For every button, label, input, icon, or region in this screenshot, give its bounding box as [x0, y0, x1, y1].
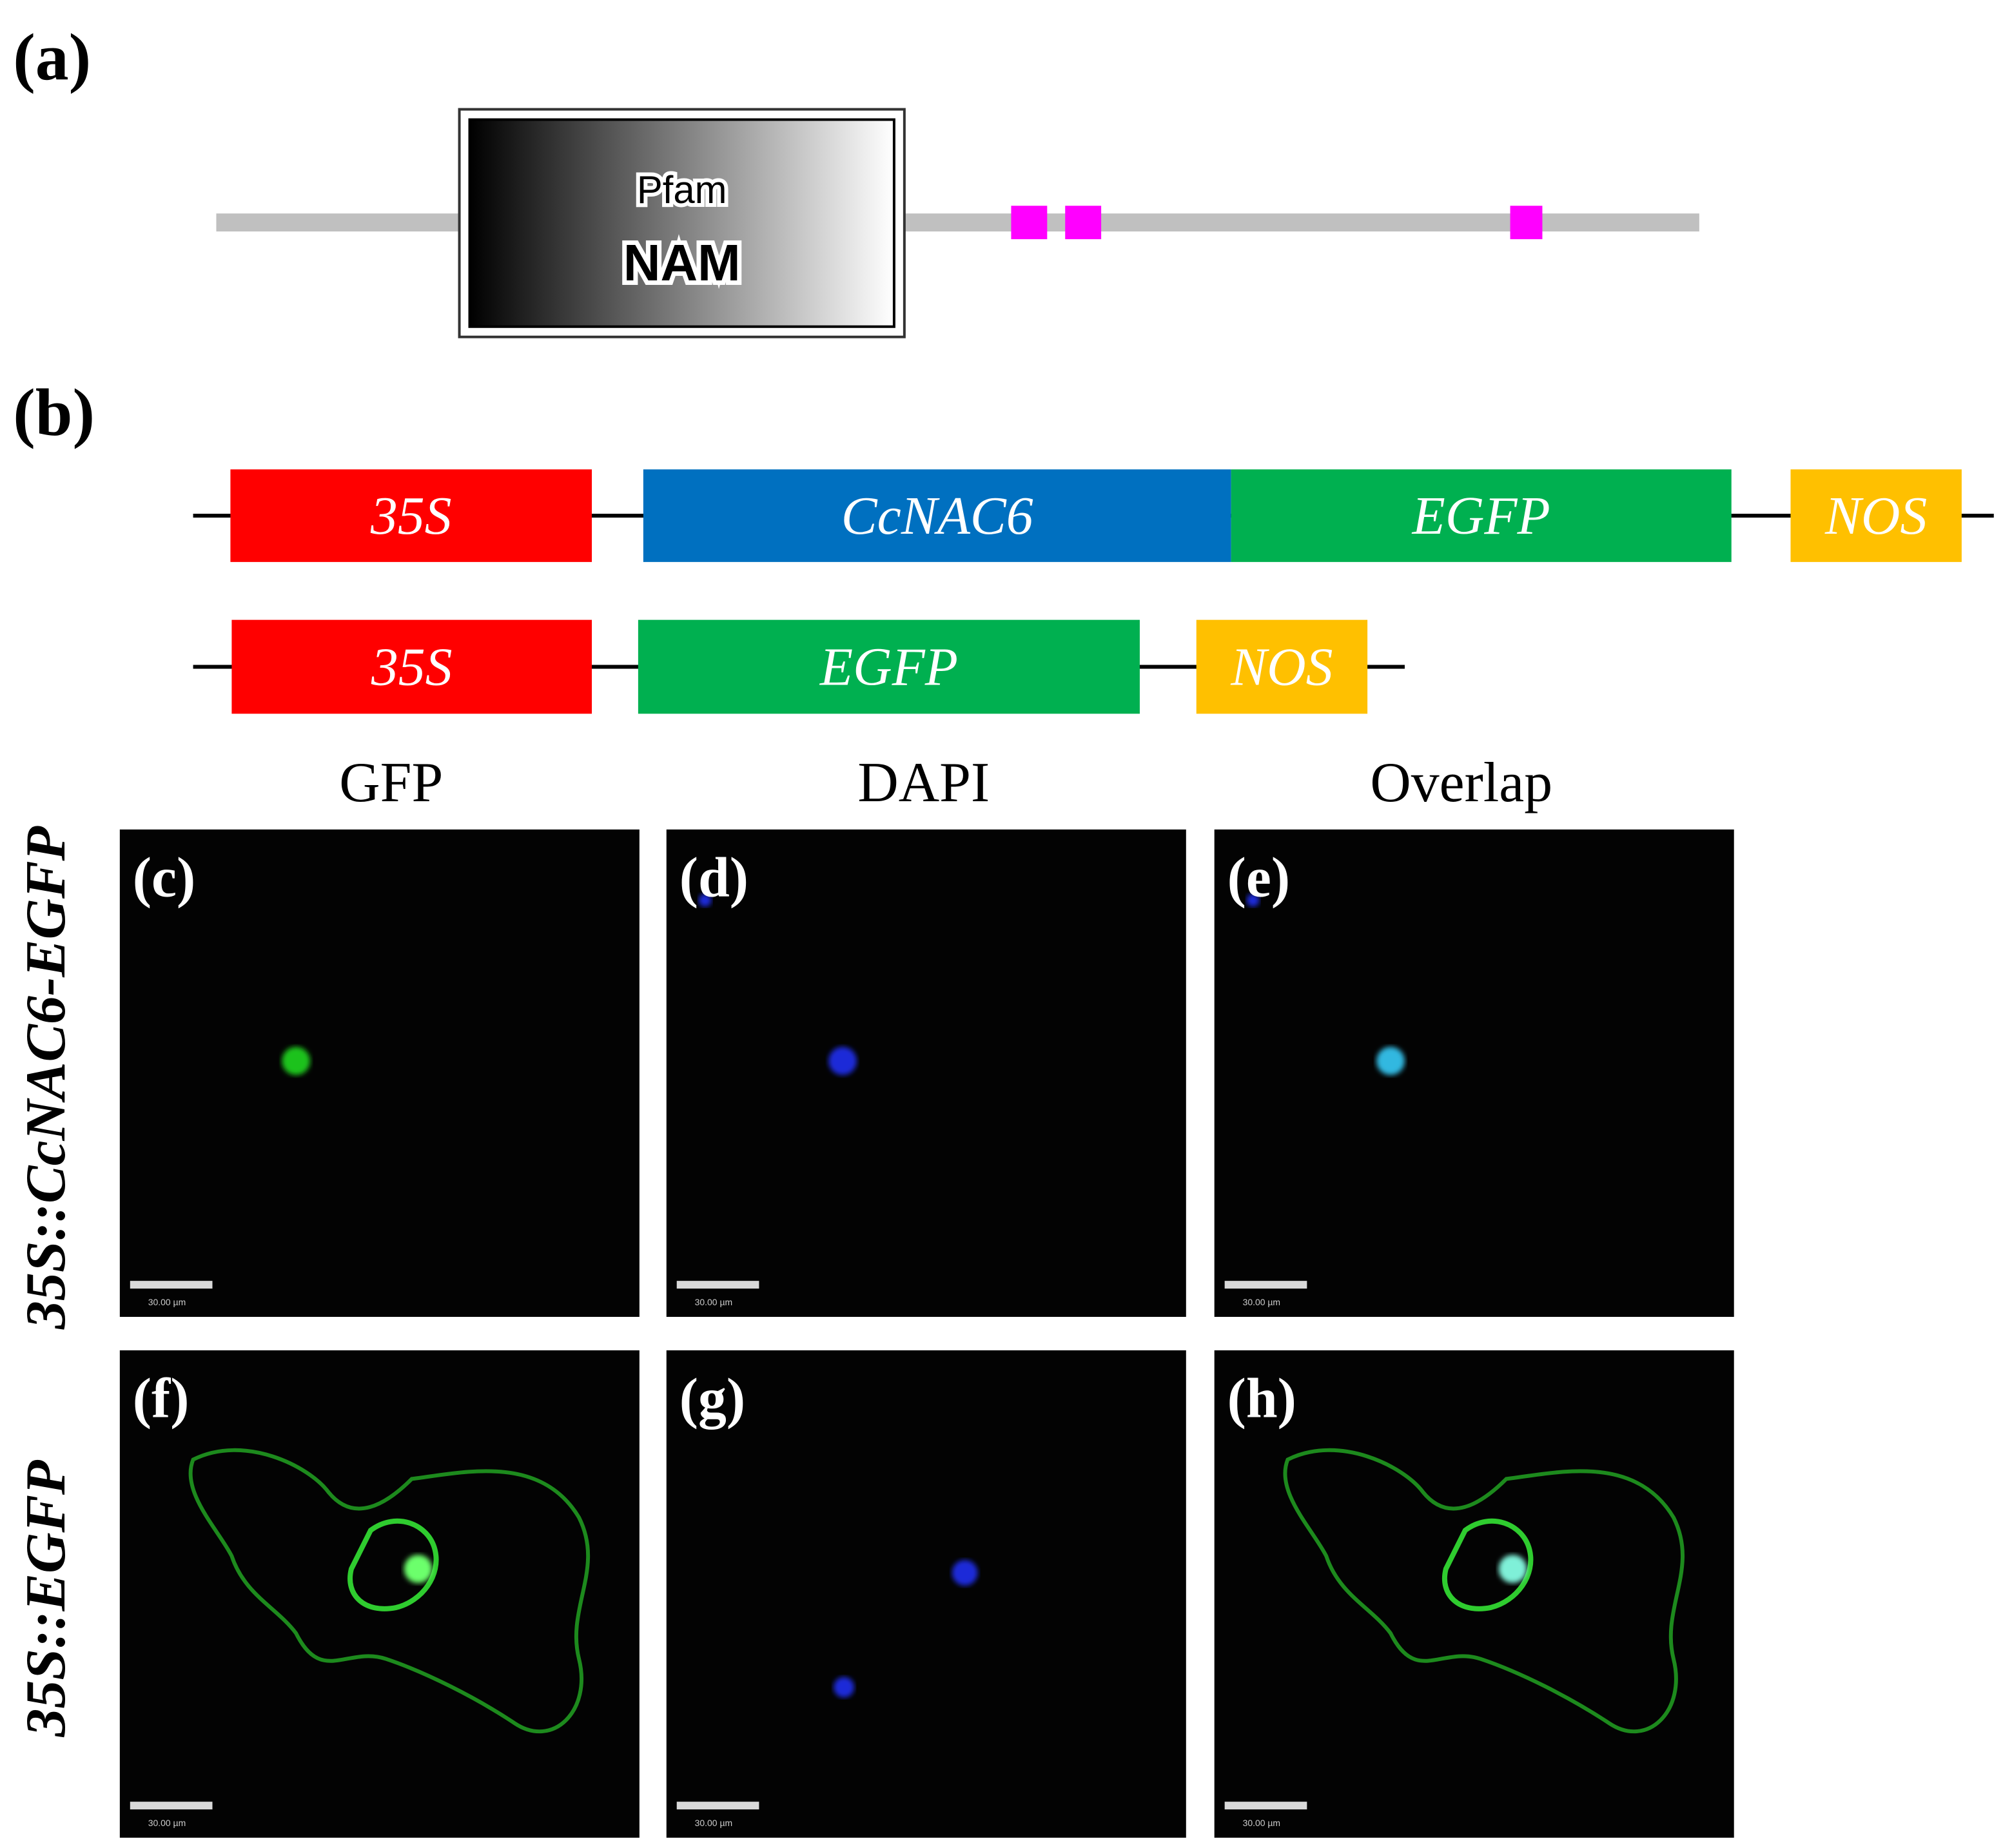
- motif: [1011, 206, 1048, 240]
- motif: [1510, 206, 1543, 240]
- domain-box: [468, 118, 895, 328]
- scale-bar: [130, 1802, 213, 1810]
- construct-segment: [638, 619, 1140, 714]
- domain-db: Pfam: [637, 168, 727, 211]
- construct-segment: [643, 469, 1231, 562]
- panel-label: (g): [679, 1367, 745, 1430]
- domain-name: NAM: [623, 234, 741, 291]
- scale-bar-label: 30.00 µm: [1243, 1297, 1280, 1307]
- micrograph: [666, 1350, 1186, 1838]
- row-label: 35S::CcNAC6-EGFP: [14, 825, 77, 1330]
- construct-segment: [1196, 619, 1368, 714]
- protein-backbone: [216, 213, 1699, 232]
- panel-label: (a): [13, 21, 91, 95]
- panel-label: (h): [1227, 1367, 1296, 1430]
- scale-bar: [1224, 1281, 1307, 1289]
- segment-label: 35S: [370, 486, 452, 546]
- scale-bar-label: 30.00 µm: [148, 1297, 186, 1307]
- micrograph: [666, 829, 1186, 1318]
- micrograph: [119, 829, 640, 1318]
- cell-outline: [188, 1448, 591, 1733]
- column-header: GFP: [339, 751, 443, 813]
- scale-bar-label: 30.00 µm: [148, 1818, 186, 1828]
- scale-bar-label: 30.00 µm: [695, 1297, 732, 1307]
- scale-bar-label: 30.00 µm: [1243, 1818, 1280, 1828]
- panel-label: (d): [679, 846, 748, 909]
- scale-bar: [1224, 1802, 1307, 1810]
- panel-label: (c): [133, 846, 195, 909]
- motif: [1065, 206, 1102, 240]
- scale-bar-label: 30.00 µm: [695, 1818, 732, 1828]
- nucleus: [1376, 1047, 1405, 1075]
- segment-label: EGFP: [819, 637, 958, 697]
- segment-label: CcNAC6: [841, 486, 1033, 546]
- scale-bar: [130, 1281, 213, 1289]
- micrograph: [1214, 1350, 1734, 1838]
- nucleus: [834, 1677, 855, 1698]
- scale-bar: [676, 1802, 759, 1810]
- cell-outline: [347, 1518, 439, 1611]
- segment-label: EGFP: [1412, 486, 1550, 546]
- micrograph-content: [698, 893, 857, 1075]
- nucleus: [1498, 1555, 1527, 1584]
- micrograph-content: [188, 1448, 591, 1733]
- nucleus: [404, 1555, 433, 1584]
- construct-segment: [230, 469, 592, 562]
- scale-bar: [676, 1281, 759, 1289]
- construct-segment: [231, 619, 592, 714]
- column-header: DAPI: [857, 751, 990, 813]
- construct-segment: [1231, 469, 1732, 562]
- micrograph-content: [1246, 893, 1405, 1075]
- segment-label: NOS: [1824, 486, 1927, 546]
- segment-label: 35S: [371, 637, 453, 697]
- row-label: 35S::EGFP: [14, 1459, 77, 1737]
- cell-outline: [1283, 1448, 1685, 1733]
- micrograph-content: [1283, 1448, 1685, 1733]
- nucleus: [698, 893, 712, 907]
- micrograph-content: [834, 1560, 978, 1698]
- micrograph: [1214, 829, 1734, 1318]
- micrograph-content: [282, 1047, 311, 1075]
- cell-outline: [1442, 1518, 1534, 1611]
- nucleus: [952, 1560, 978, 1586]
- nucleus: [282, 1047, 311, 1075]
- panel-label: (b): [13, 376, 95, 449]
- nucleus: [1246, 893, 1260, 907]
- construct-segment: [1790, 469, 1962, 562]
- nucleus: [828, 1047, 857, 1075]
- micrograph: [119, 1350, 640, 1838]
- segment-label: NOS: [1230, 637, 1333, 697]
- panel-label: (e): [1227, 846, 1290, 909]
- panel-label: (f): [133, 1367, 190, 1430]
- column-header: Overlap: [1370, 751, 1552, 813]
